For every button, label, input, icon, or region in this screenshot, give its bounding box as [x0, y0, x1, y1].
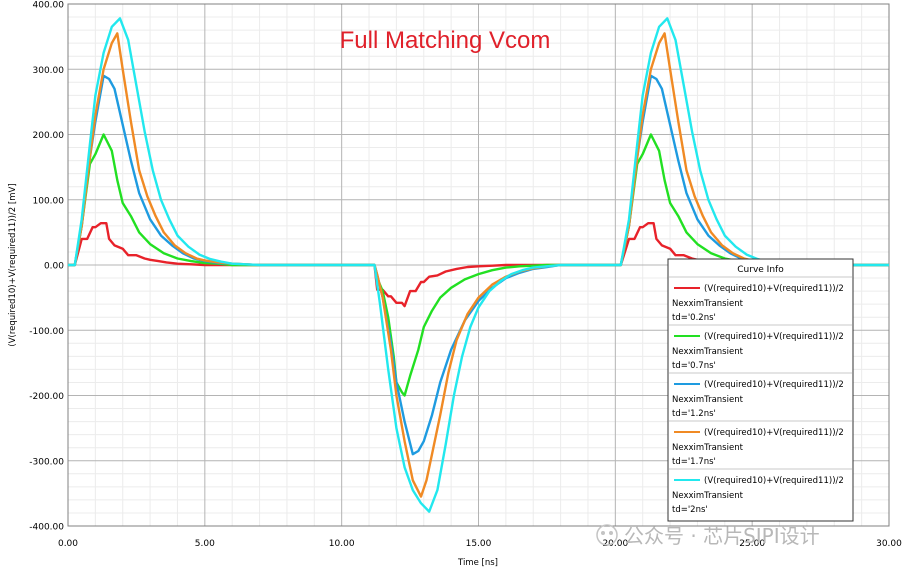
- legend-parameter: td='1.7ns': [672, 457, 716, 467]
- y-tick-label: -300.00: [29, 457, 64, 467]
- x-tick-label: 0.00: [58, 539, 78, 549]
- y-tick-label: -200.00: [29, 392, 64, 402]
- legend-box: [667, 258, 854, 522]
- x-tick-label: 20.00: [602, 539, 628, 549]
- legend-expression: (V(required10)+V(required11))/2: [704, 284, 844, 294]
- series-line-5: [68, 17, 889, 513]
- tick-layer: 0.00 5.00 10.00 15.00 20.00 25.00 30.00 400.00 3…: [29, 1, 902, 550]
- y-tick-label: 300.00: [33, 66, 65, 76]
- chart-annotation: Full Matching Vcom: [340, 27, 551, 54]
- x-tick-label: 25.00: [739, 539, 765, 549]
- series-line-2: [68, 133, 889, 397]
- watermark-logo-icon-dot: [609, 531, 613, 535]
- x-axis-title: Time [ns]: [457, 558, 498, 568]
- legend-expression: (V(required10)+V(required11))/2: [704, 332, 844, 342]
- series-line-4: [68, 32, 889, 498]
- y-tick-label: -400.00: [29, 523, 64, 533]
- x-tick-label: 10.00: [329, 539, 355, 549]
- watermark: 公众号 · 芯片SIPI设计: [596, 524, 820, 548]
- legend: Curve Info (V(required10)+V(required11))/…: [667, 258, 854, 522]
- series-line-1: [68, 221, 889, 308]
- y-tick-label: 100.00: [33, 196, 65, 206]
- legend-parameter: td='0.2ns': [672, 313, 716, 323]
- y-tick-label: -100.00: [29, 327, 64, 337]
- y-axis-title: (V(required10)+V(required11))/2 [mV]: [8, 183, 18, 346]
- legend-source: NexximTransient: [672, 299, 744, 309]
- x-tick-label: 5.00: [195, 539, 215, 549]
- watermark-logo-icon-dot: [601, 531, 605, 535]
- legend-source: NexximTransient: [672, 347, 744, 357]
- y-tick-label: 400.00: [33, 1, 65, 11]
- legend-expression: (V(required10)+V(required11))/2: [704, 380, 844, 390]
- x-tick-label: 30.00: [876, 539, 902, 549]
- legend-parameter: td='0.7ns': [672, 361, 716, 371]
- x-tick-label: 15.00: [466, 539, 492, 549]
- legend-source: NexximTransient: [672, 443, 744, 453]
- legend-parameter: td='1.2ns': [672, 409, 716, 419]
- legend-expression: (V(required10)+V(required11))/2: [704, 428, 844, 438]
- legend-parameter: td='2ns': [672, 505, 708, 515]
- series-line-3: [68, 74, 889, 456]
- legend-expression: (V(required10)+V(required11))/2: [704, 476, 844, 486]
- y-tick-label: 0.00: [44, 262, 64, 272]
- y-tick-label: 200.00: [33, 131, 65, 141]
- watermark-text: 公众号 · 芯片SIPI设计: [624, 524, 820, 548]
- watermark-logo-icon: [596, 524, 618, 546]
- legend-source: NexximTransient: [672, 395, 744, 405]
- legend-title: Curve Info: [737, 265, 784, 275]
- series-layer: [68, 17, 889, 513]
- legend-source: NexximTransient: [672, 491, 744, 501]
